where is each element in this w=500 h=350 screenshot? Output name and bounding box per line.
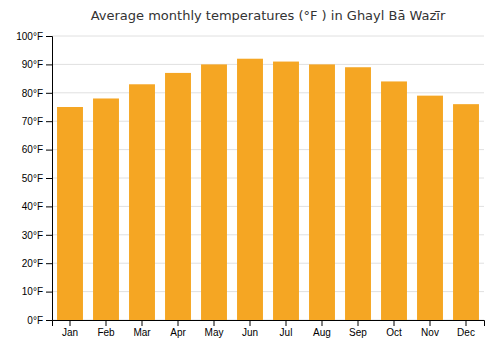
tick-label: Jan bbox=[62, 327, 78, 338]
grid bbox=[52, 36, 484, 320]
tick-label: May bbox=[205, 327, 224, 338]
tick-label: 10°F bbox=[22, 286, 43, 297]
bar bbox=[345, 67, 371, 320]
tick-mark bbox=[70, 320, 71, 326]
bar bbox=[129, 84, 155, 320]
grid-line bbox=[52, 64, 484, 65]
tick-label: 80°F bbox=[22, 88, 43, 99]
grid-line bbox=[52, 36, 484, 37]
tick: Jun bbox=[242, 320, 258, 338]
tick-mark bbox=[46, 206, 52, 207]
plot: 0°F 10°F 20°F 30°F 40°F 50°F 60°F 70°F 80°F 90°F 1… bbox=[16, 31, 484, 338]
tick-mark bbox=[46, 36, 52, 37]
tick-mark bbox=[46, 150, 52, 151]
axis-line bbox=[46, 37, 53, 321]
tick: 0°F bbox=[27, 315, 52, 326]
tick: Apr bbox=[170, 320, 186, 338]
tick-mark bbox=[394, 320, 395, 326]
tick: Dec bbox=[457, 320, 475, 338]
tick: 40°F bbox=[22, 201, 52, 212]
bar bbox=[381, 81, 407, 320]
tick: 20°F bbox=[22, 258, 52, 269]
tick: May bbox=[205, 320, 224, 338]
tick-label: 0°F bbox=[27, 315, 43, 326]
tick-mark bbox=[46, 64, 52, 65]
tick-label: Mar bbox=[133, 327, 151, 338]
tick-mark bbox=[322, 320, 323, 326]
tick: 50°F bbox=[22, 173, 52, 184]
tick: 60°F bbox=[22, 144, 52, 155]
tick: Oct bbox=[386, 320, 402, 338]
tick-label: Sep bbox=[349, 327, 367, 338]
bar bbox=[309, 64, 335, 320]
tick: 10°F bbox=[22, 286, 52, 297]
tick-label: Feb bbox=[97, 327, 115, 338]
tick: Jan bbox=[62, 320, 78, 338]
tick: Nov bbox=[421, 320, 439, 338]
bar bbox=[201, 64, 227, 320]
tick-label: Oct bbox=[386, 327, 402, 338]
tick-label: 60°F bbox=[22, 144, 43, 155]
tick-label: Aug bbox=[313, 327, 331, 338]
tick-label: 90°F bbox=[22, 59, 43, 70]
tick-label: 30°F bbox=[22, 230, 43, 241]
tick: 90°F bbox=[22, 59, 52, 70]
tick-label: 40°F bbox=[22, 201, 43, 212]
tick-mark bbox=[358, 320, 359, 326]
tick: 80°F bbox=[22, 88, 52, 99]
tick-label: 70°F bbox=[22, 116, 43, 127]
marks bbox=[57, 59, 479, 320]
tick: 100°F bbox=[16, 31, 52, 42]
tick-mark bbox=[106, 320, 107, 326]
tick: Sep bbox=[349, 320, 367, 338]
tick-mark bbox=[142, 320, 143, 326]
tick-mark bbox=[178, 320, 179, 326]
tick-mark bbox=[214, 320, 215, 326]
tick-mark bbox=[430, 320, 431, 326]
axis-line bbox=[53, 321, 485, 327]
tick-mark bbox=[46, 235, 52, 236]
tick: Mar bbox=[133, 320, 151, 338]
bar bbox=[165, 73, 191, 320]
tick-mark bbox=[46, 263, 52, 264]
x-axis: Jan Feb Mar Apr May Jun Jul Aug Sep Oct Nov Dec bbox=[53, 320, 485, 338]
tick-label: Dec bbox=[457, 327, 475, 338]
tick-label: Jun bbox=[242, 327, 258, 338]
bar bbox=[57, 107, 83, 320]
chart: Average monthly temperatures (°F ) in Gh… bbox=[0, 0, 500, 350]
tick-label: Apr bbox=[170, 327, 186, 338]
tick-label: Nov bbox=[421, 327, 439, 338]
grid-line bbox=[52, 92, 484, 93]
bar bbox=[237, 59, 263, 320]
bar bbox=[93, 98, 119, 320]
tick-label: 100°F bbox=[16, 31, 43, 42]
tick-mark bbox=[250, 320, 251, 326]
bar bbox=[273, 62, 299, 320]
bar bbox=[417, 96, 443, 320]
tick: 70°F bbox=[22, 116, 52, 127]
tick-mark bbox=[466, 320, 467, 326]
tick-mark bbox=[46, 121, 52, 122]
tick: Feb bbox=[97, 320, 115, 338]
tick-label: 20°F bbox=[22, 258, 43, 269]
tick: Aug bbox=[313, 320, 331, 338]
tick-mark bbox=[286, 320, 287, 326]
title: Average monthly temperatures (°F ) in Gh… bbox=[91, 8, 446, 23]
tick-mark bbox=[46, 292, 52, 293]
bar bbox=[453, 104, 479, 320]
tick: Jul bbox=[280, 320, 293, 338]
tick-label: Jul bbox=[280, 327, 293, 338]
tick-mark bbox=[46, 178, 52, 179]
tick-label: 50°F bbox=[22, 173, 43, 184]
tick-mark bbox=[46, 93, 52, 94]
tick-mark bbox=[46, 320, 52, 321]
y-axis: 0°F 10°F 20°F 30°F 40°F 50°F 60°F 70°F 80°F 90°F 1… bbox=[16, 31, 52, 326]
tick: 30°F bbox=[22, 230, 52, 241]
